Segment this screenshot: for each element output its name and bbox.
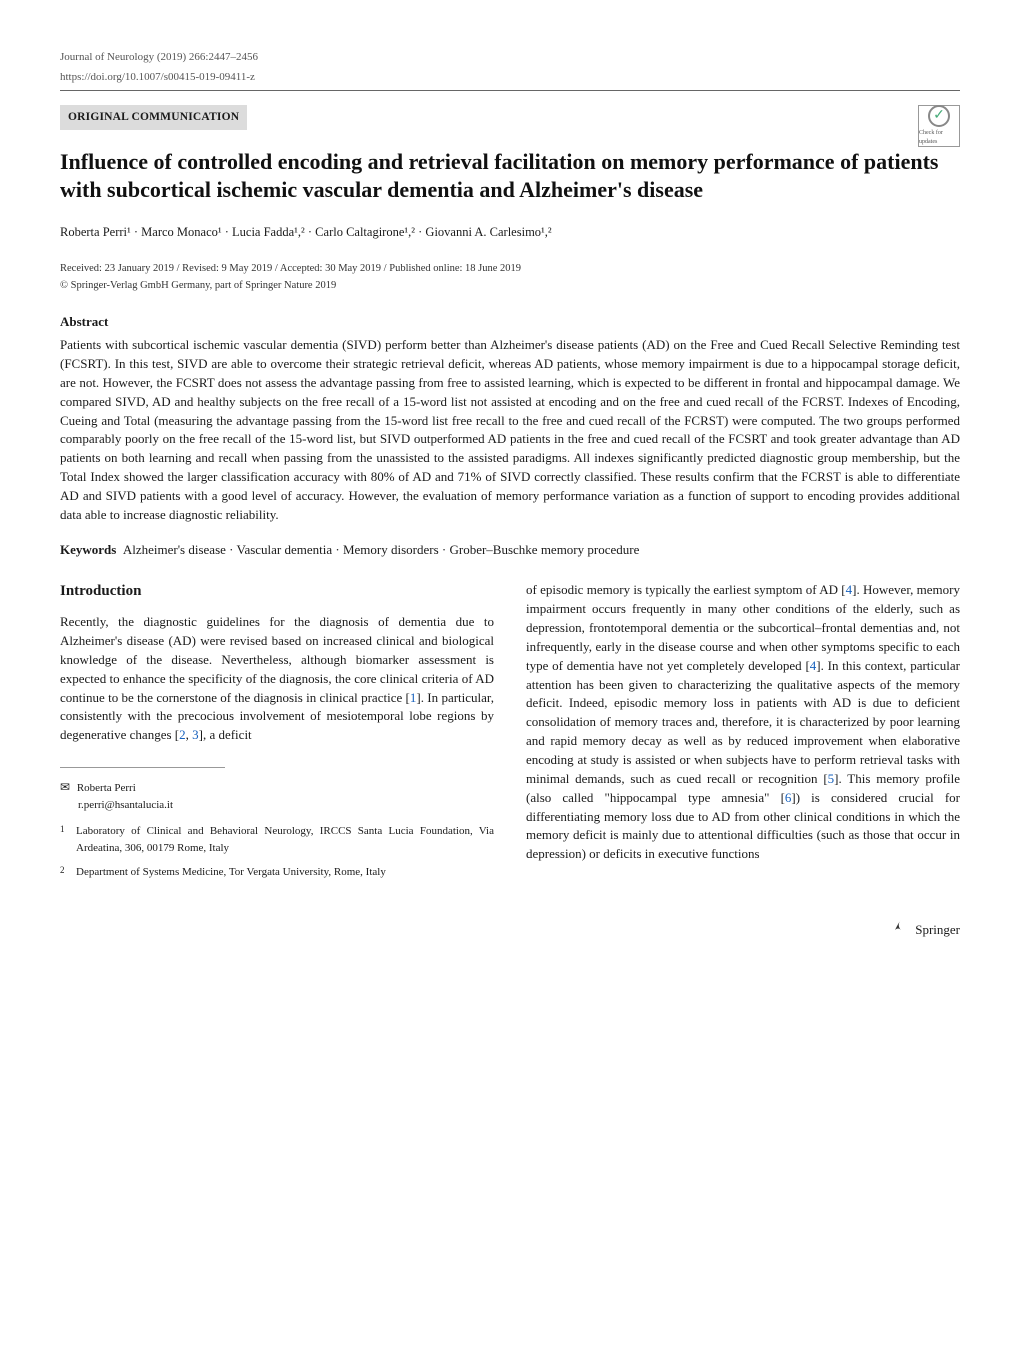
footnote-divider xyxy=(60,767,225,768)
doi-link[interactable]: https://doi.org/10.1007/s00415-019-09411… xyxy=(60,70,255,86)
header-divider xyxy=(60,90,960,91)
affiliations-block: 1 Laboratory of Clinical and Behavioral … xyxy=(60,823,494,881)
envelope-icon: ✉ xyxy=(60,780,70,794)
left-column: Introduction Recently, the diagnostic gu… xyxy=(60,581,494,888)
springer-icon xyxy=(893,919,909,942)
journal-reference: Journal of Neurology (2019) 266:2447–245… xyxy=(60,50,258,66)
article-title: Influence of controlled encoding and ret… xyxy=(60,148,960,205)
affiliation-2: 2 Department of Systems Medicine, Tor Ve… xyxy=(60,864,494,881)
correspondence-block: ✉ Roberta Perri r.perri@hsantalucia.it xyxy=(60,778,494,813)
doi-row: https://doi.org/10.1007/s00415-019-09411… xyxy=(60,70,960,86)
corresponding-email[interactable]: r.perri@hsantalucia.it xyxy=(78,799,173,811)
introduction-heading: Introduction xyxy=(60,581,494,603)
affiliation-text: Department of Systems Medicine, Tor Verg… xyxy=(76,864,386,881)
publication-dates: Received: 23 January 2019 / Revised: 9 M… xyxy=(60,261,960,276)
keywords-row: Keywords Alzheimer's disease · Vascular … xyxy=(60,541,960,560)
affiliation-number: 2 xyxy=(60,864,76,881)
text-fragment: of episodic memory is typically the earl… xyxy=(526,582,846,597)
text-fragment: ], a deficit xyxy=(199,727,252,742)
intro-paragraph-left: Recently, the diagnostic guidelines for … xyxy=(60,613,494,745)
keywords-values: Alzheimer's disease · Vascular dementia … xyxy=(123,542,640,557)
intro-paragraph-right: of episodic memory is typically the earl… xyxy=(526,581,960,864)
keywords-label: Keywords xyxy=(60,542,116,557)
affiliation-1: 1 Laboratory of Clinical and Behavioral … xyxy=(60,823,494,856)
publisher-name: Springer xyxy=(915,921,960,940)
abstract-heading: Abstract xyxy=(60,313,960,332)
check-updates-badge[interactable]: ✓ Check for updates xyxy=(918,105,960,147)
affiliation-number: 1 xyxy=(60,823,76,856)
check-icon: ✓ xyxy=(928,105,950,127)
corresponding-author: Roberta Perri xyxy=(77,782,136,794)
text-fragment: ]. In this context, particular attention… xyxy=(526,658,960,786)
article-type-tag: ORIGINAL COMMUNICATION xyxy=(60,105,247,130)
abstract-text: Patients with subcortical ischemic vascu… xyxy=(60,336,960,524)
body-columns: Introduction Recently, the diagnostic gu… xyxy=(60,581,960,888)
authors-list: Roberta Perri¹ · Marco Monaco¹ · Lucia F… xyxy=(60,223,960,241)
page-header: Journal of Neurology (2019) 266:2447–245… xyxy=(60,50,960,66)
page-footer: Springer xyxy=(60,919,960,942)
check-label: Check for updates xyxy=(919,129,959,146)
right-column: of episodic memory is typically the earl… xyxy=(526,581,960,888)
affiliation-text: Laboratory of Clinical and Behavioral Ne… xyxy=(76,823,494,856)
copyright-line: © Springer-Verlag GmbH Germany, part of … xyxy=(60,278,960,293)
